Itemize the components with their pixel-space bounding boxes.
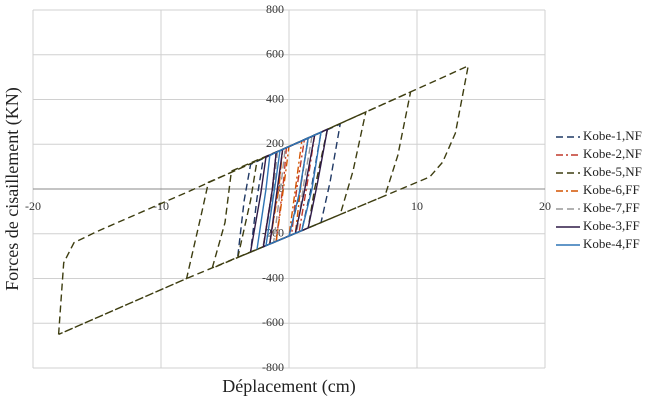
y-tick-label: 800 <box>266 2 284 16</box>
x-tick-label: 10 <box>411 199 423 213</box>
y-tick-label: -400 <box>262 270 284 284</box>
series-line <box>57 64 470 336</box>
y-tick-label: -800 <box>262 360 284 374</box>
y-tick-label: 400 <box>266 91 284 105</box>
x-tick-label: -20 <box>25 199 41 213</box>
legend-label: Kobe-1,NF <box>583 128 642 143</box>
x-tick-label: 20 <box>539 199 551 213</box>
series-line <box>256 131 322 250</box>
legend-label: Kobe-4,FF <box>583 236 640 251</box>
x-tick-label: -10 <box>153 199 169 213</box>
y-tick-label: 600 <box>266 47 284 61</box>
legend-label: Kobe-7,FF <box>583 200 640 215</box>
legend-label: Kobe-3,FF <box>583 218 640 233</box>
legend-label: Kobe-6,FF <box>583 182 640 197</box>
y-tick-label: -600 <box>262 315 284 329</box>
y-axis-title: Forces de cisaillement (KN) <box>2 87 23 290</box>
y-tick-label: 200 <box>266 136 284 150</box>
x-axis-title: Déplacement (cm) <box>222 376 355 397</box>
legend-label: Kobe-5,NF <box>583 164 642 179</box>
legend-label: Kobe-2,NF <box>583 146 642 161</box>
